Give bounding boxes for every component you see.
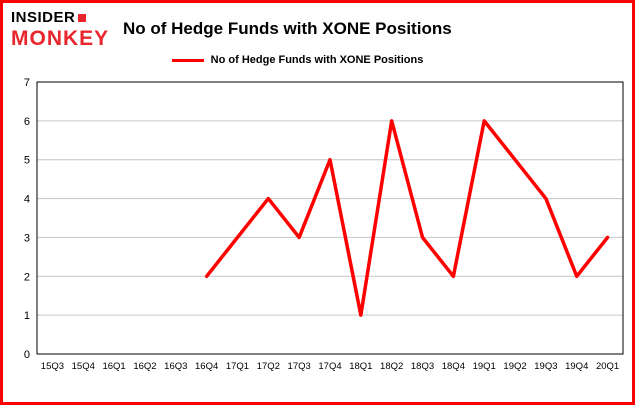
x-tick-label: 19Q3: [534, 361, 557, 372]
x-tick-label: 16Q1: [102, 361, 125, 372]
x-tick-label: 17Q4: [318, 361, 341, 372]
hedge-funds-series-line: [204, 119, 610, 317]
legend-line-swatch: [171, 58, 204, 62]
y-tick-label: 2: [24, 271, 30, 283]
x-tick-label: 19Q4: [565, 361, 588, 372]
insider-monkey-logo: INSIDER MONKEY: [11, 10, 113, 49]
x-tick-label: 16Q2: [133, 361, 156, 372]
logo-monkey-text: MONKEY: [11, 27, 110, 50]
logo-insider-text: INSIDER: [11, 9, 76, 26]
y-tick-label: 6: [24, 116, 30, 128]
x-tick-label: 17Q1: [226, 361, 249, 372]
legend-label: No of Hedge Funds with XONE Positions: [210, 54, 424, 66]
line-chart: 0 1 2 3 4 5 6 7 15Q3 15Q4 16Q1 16Q2 16Q3 16Q4 17Q1 17Q2…: [24, 77, 624, 372]
y-tick-label: 4: [24, 194, 30, 206]
y-tick-label: 0: [24, 349, 30, 361]
x-tick-label: 18Q1: [349, 361, 372, 372]
x-tick-label: 16Q3: [164, 361, 187, 372]
y-tick-label: 5: [24, 155, 30, 167]
x-tick-label: 20Q1: [596, 361, 619, 372]
x-tick-label: 17Q3: [288, 361, 311, 372]
header: INSIDER MONKEY No of Hedge Funds with XO…: [3, 3, 632, 49]
x-tick-label: 16Q4: [195, 361, 218, 372]
x-tick-label: 19Q1: [473, 361, 496, 372]
legend: No of Hedge Funds with XONE Positions: [3, 54, 612, 66]
y-tick-label: 7: [24, 77, 30, 89]
chart-title: No of Hedge Funds with XONE Positions: [123, 19, 452, 38]
x-tick-label: 15Q3: [41, 361, 64, 372]
plot-border: [36, 81, 624, 355]
x-tick-label: 18Q3: [411, 361, 434, 372]
x-tick-label: 18Q2: [380, 361, 403, 372]
x-tick-label: 17Q2: [257, 361, 280, 372]
logo-insider-row: INSIDER: [11, 10, 113, 25]
y-tick-label: 3: [24, 232, 30, 244]
logo-red-square-icon: [78, 13, 87, 22]
x-tick-label: 19Q2: [503, 361, 526, 372]
x-tick-label: 18Q4: [442, 361, 465, 372]
x-tick-label: 15Q4: [72, 361, 95, 372]
y-tick-label: 1: [24, 310, 30, 322]
